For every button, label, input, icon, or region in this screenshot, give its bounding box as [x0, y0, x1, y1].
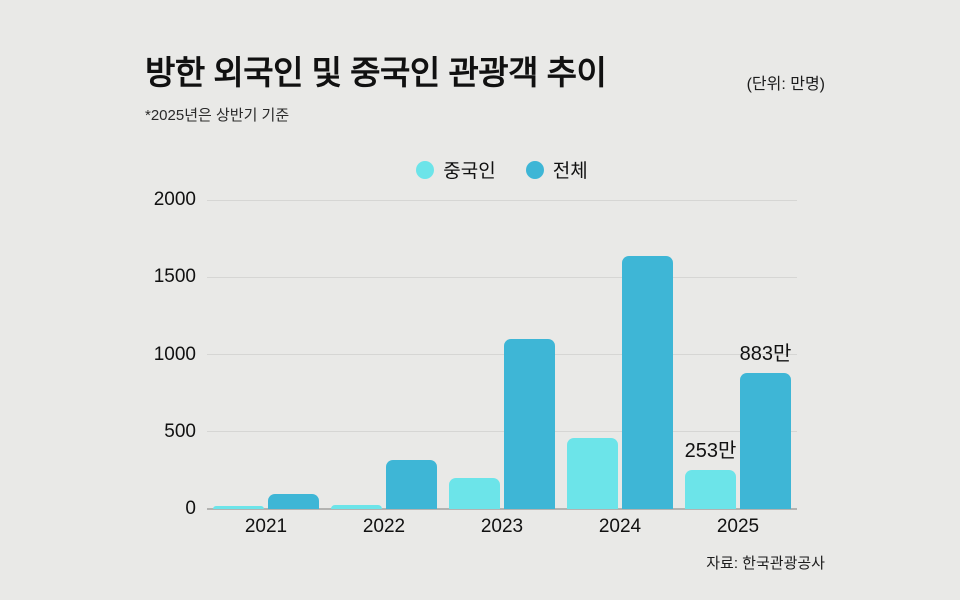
- page-title: 방한 외국인 및 중국인 관광객 추이: [145, 54, 607, 91]
- subtitle-note: *2025년은 상반기 기준: [145, 107, 290, 124]
- y-axis-tick-label: 1500: [153, 266, 196, 288]
- gridline-1000: [207, 354, 797, 355]
- y-axis-tick-label: 500: [164, 420, 196, 442]
- gridline-1500: [207, 276, 797, 278]
- unit-note: (단위: 만명): [746, 76, 825, 93]
- bar-total-2022: [386, 460, 437, 509]
- legend-item-chinese: 중국인: [416, 156, 496, 183]
- bar-total-2023: [504, 339, 555, 509]
- x-axis-tick-label: 2023: [480, 516, 524, 537]
- bar-chinese-2023: [449, 478, 500, 509]
- x-axis-line: [207, 508, 797, 510]
- bar-chinese-2024: [567, 438, 618, 509]
- bar-value-label-total-2025: 883만: [739, 343, 792, 365]
- legend-label-total: 전체: [552, 161, 588, 182]
- y-axis-tick-label: 2000: [153, 189, 196, 210]
- bar-chart: 0 500 1000 1500 2000 2021 2022 2023 2024 2025 253만…: [154, 190, 797, 537]
- bar-total-2021: [268, 494, 319, 509]
- chart-legend: 중국인 전체: [207, 156, 797, 183]
- legend-dot-chinese-icon: [416, 160, 435, 179]
- x-axis-tick-label: 2022: [362, 516, 406, 537]
- bar-chinese-2025: [685, 470, 736, 509]
- x-axis-tick-label: 2025: [716, 516, 760, 537]
- gridline-2000: [207, 199, 797, 201]
- bar-chinese-2022: [331, 505, 382, 509]
- bar-chinese-2021: [213, 506, 264, 509]
- legend-label-chinese: 중국인: [443, 161, 496, 182]
- x-axis-tick-label: 2021: [244, 516, 288, 537]
- legend-dot-total-icon: [525, 160, 544, 179]
- y-axis-tick-label: 1000: [153, 343, 196, 365]
- y-axis-tick-label: 0: [185, 498, 196, 519]
- x-axis-tick-label: 2024: [598, 516, 642, 537]
- bar-total-2024: [622, 256, 673, 509]
- bar-total-2025: [740, 373, 791, 509]
- bar-value-label-chinese-2025: 253만: [684, 440, 737, 462]
- source-note: 자료: 한국관광공사: [706, 555, 825, 572]
- legend-item-total: 전체: [525, 156, 588, 183]
- gridline-500: [207, 431, 797, 433]
